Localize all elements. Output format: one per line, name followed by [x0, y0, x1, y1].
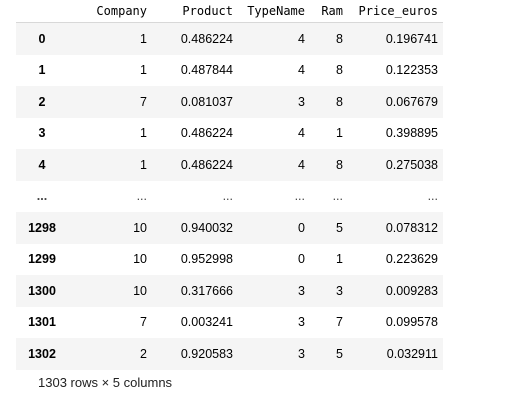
column-header-product: Product	[152, 0, 238, 23]
row-index: ...	[36, 189, 48, 204]
cell-company: ...	[136, 189, 147, 204]
column-header-company: Company	[68, 0, 152, 23]
table-row: 3 1 0.486224 4 1 0.398895	[16, 118, 443, 150]
row-index: 3	[38, 126, 46, 141]
cell-ram: ...	[332, 189, 343, 204]
cell-product: 0.487844	[180, 63, 233, 78]
cell-price-euros: 0.398895	[385, 126, 438, 141]
row-index: 1300	[28, 283, 56, 298]
row-index: 1299	[28, 252, 56, 267]
column-header-ram: Ram	[310, 0, 348, 23]
cell-product: 0.003241	[180, 315, 233, 330]
cell-price-euros: 0.099578	[385, 315, 438, 330]
column-header-typename: TypeName	[238, 0, 310, 23]
cell-typename: 3	[298, 315, 305, 330]
cell-product: 0.486224	[180, 126, 233, 141]
cell-typename: 3	[298, 94, 305, 109]
cell-product: 0.317666	[180, 283, 233, 298]
cell-typename: 4	[298, 31, 305, 46]
cell-company: 1	[140, 63, 147, 78]
table-row: 4 1 0.486224 4 8 0.275038	[16, 149, 443, 181]
cell-ram: 8	[336, 94, 343, 109]
cell-ram: 8	[336, 63, 343, 78]
cell-company: 10	[133, 220, 147, 235]
cell-price-euros: ...	[427, 189, 438, 204]
cell-product: 0.486224	[180, 31, 233, 46]
table-row: 1299 10 0.952998 0 1 0.223629	[16, 244, 443, 276]
cell-product: ...	[222, 189, 233, 204]
cell-price-euros: 0.078312	[385, 220, 438, 235]
cell-typename: ...	[294, 189, 305, 204]
cell-typename: 4	[298, 126, 305, 141]
cell-typename: 3	[298, 283, 305, 298]
table-row: 1302 2 0.920583 3 5 0.032911	[16, 338, 443, 370]
table-row: 2 7 0.081037 3 8 0.067679	[16, 86, 443, 118]
row-index: 1301	[28, 315, 56, 330]
cell-price-euros: 0.032911	[386, 346, 438, 361]
cell-company: 7	[140, 315, 147, 330]
column-header-price-euros: Price_euros	[348, 0, 443, 23]
header-row: Company Product TypeName Ram Price_euros	[16, 0, 443, 23]
column-header-index	[16, 0, 68, 23]
cell-company: 7	[140, 94, 147, 109]
dataframe-shape-text: 1303 rows × 5 columns	[38, 375, 173, 390]
cell-price-euros: 0.122353	[385, 63, 438, 78]
dataframe-output: Company Product TypeName Ram Price_euros…	[16, 0, 443, 370]
cell-typename: 4	[298, 157, 305, 172]
cell-price-euros: 0.009283	[385, 283, 438, 298]
table-row: 1 1 0.487844 4 8 0.122353	[16, 55, 443, 87]
cell-typename: 0	[298, 252, 305, 267]
cell-typename: 4	[298, 63, 305, 78]
cell-product: 0.952998	[180, 252, 233, 267]
cell-product: 0.081037	[180, 94, 233, 109]
cell-company: 1	[140, 126, 147, 141]
cell-company: 2	[140, 346, 147, 361]
cell-company: 10	[133, 252, 147, 267]
cell-typename: 3	[298, 346, 305, 361]
cell-ram: 1	[336, 252, 343, 267]
cell-ram: 5	[336, 346, 343, 361]
row-index: 1302	[28, 346, 56, 361]
cell-price-euros: 0.275038	[385, 157, 438, 172]
row-index: 4	[38, 157, 46, 172]
cell-price-euros: 0.067679	[385, 94, 438, 109]
cell-typename: 0	[298, 220, 305, 235]
table-row: 1298 10 0.940032 0 5 0.078312	[16, 212, 443, 244]
table-row: 0 1 0.486224 4 8 0.196741	[16, 22, 443, 55]
cell-ram: 5	[336, 220, 343, 235]
cell-company: 1	[140, 157, 147, 172]
cell-price-euros: 0.196741	[385, 31, 438, 46]
cell-company: 10	[133, 283, 147, 298]
table-row: 1301 7 0.003241 3 7 0.099578	[16, 307, 443, 339]
ellipsis-row: ... ... ... ... ... ...	[16, 180, 443, 212]
row-index: 1298	[28, 220, 56, 235]
cell-ram: 8	[336, 31, 343, 46]
table-row: 1300 10 0.317666 3 3 0.009283	[16, 275, 443, 307]
cell-company: 1	[140, 31, 147, 46]
cell-price-euros: 0.223629	[385, 252, 438, 267]
row-index: 0	[38, 31, 46, 46]
row-index: 2	[38, 94, 46, 109]
cell-ram: 7	[336, 315, 343, 330]
cell-ram: 1	[336, 126, 343, 141]
row-index: 1	[38, 63, 46, 78]
cell-product: 0.486224	[180, 157, 233, 172]
cell-product: 0.940032	[180, 220, 233, 235]
cell-ram: 3	[336, 283, 343, 298]
dataframe-table: Company Product TypeName Ram Price_euros…	[16, 0, 443, 370]
cell-ram: 8	[336, 157, 343, 172]
cell-product: 0.920583	[180, 346, 233, 361]
